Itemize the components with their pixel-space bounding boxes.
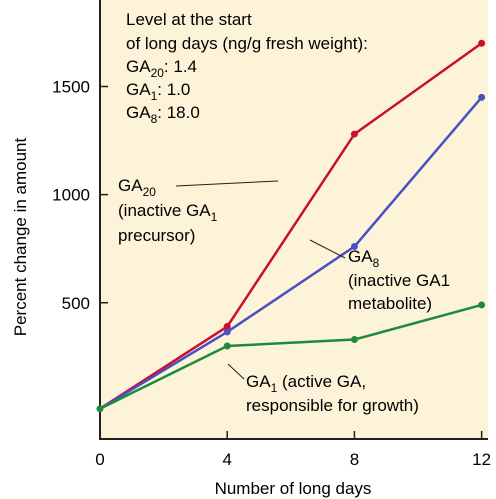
y-tick-label: 1500 [52, 78, 90, 97]
x-tick-label: 0 [95, 450, 104, 469]
note-row-ga8: GA8: 18.0 [126, 103, 200, 126]
ann-ga1-sub: 1 [271, 381, 278, 395]
annotation-ga1-line2: responsible for growth) [246, 396, 419, 415]
note-line-2: of long days (ng/g fresh weight): [126, 34, 368, 53]
annotation-ga20-line3: precursor) [118, 226, 195, 245]
note-ga8-sub: 8 [151, 112, 158, 126]
note-ga1-value: : 1.0 [157, 80, 190, 99]
annotation-ga8-line3: metabolite) [348, 294, 432, 313]
series-point-ga8 [478, 93, 486, 101]
ann-ga20-main: GA [118, 176, 143, 195]
annotation-ga8-leader [309, 239, 346, 259]
note-line-1: Level at the start [126, 10, 252, 29]
note-ga20-sub: 20 [151, 66, 165, 80]
axes: 500 1000 1500 0 4 8 12 [52, 78, 491, 469]
series-point-ga20 [478, 39, 486, 47]
note-ga20-value: : 1.4 [164, 57, 197, 76]
annotation-ga20: GA20 (inactive GA1 precursor) [118, 176, 279, 245]
y-tick-label: 500 [62, 294, 90, 313]
x-tick-label: 12 [472, 450, 491, 469]
y-tick-label: 1000 [52, 186, 90, 205]
series-point-origin [96, 405, 104, 413]
annotation-ga8-line1: GA8 [348, 247, 380, 270]
series-point-ga1 [223, 342, 231, 350]
annotation-ga1-leader [227, 363, 245, 380]
ann-ga20-line2: (inactive GA [118, 201, 211, 220]
annotation-ga20-leader [175, 180, 279, 187]
annotation-ga1-line1: GA1 (active GA, [246, 372, 366, 395]
series-point-ga1 [478, 301, 486, 309]
series-point-ga1 [350, 336, 358, 344]
note-row-ga1: GA1: 1.0 [126, 80, 190, 103]
x-tick-label: 8 [350, 450, 359, 469]
x-axis-title: Number of long days [215, 479, 372, 498]
series-line-ga20 [99, 42, 483, 410]
series-line-ga1 [99, 303, 482, 410]
series-layer [96, 39, 486, 413]
series-point-ga20 [350, 130, 358, 138]
note-row-ga20: GA20: 1.4 [126, 57, 197, 80]
note-ga8-value: : 18.0 [157, 103, 200, 122]
annotation-ga20-line2: (inactive GA1 [118, 201, 218, 224]
note-ga20-main: GA [126, 57, 151, 76]
note-ga1-sub: 1 [151, 89, 158, 103]
ann-ga20-sub: 20 [143, 185, 157, 199]
series-point-ga8 [350, 243, 358, 251]
series-line-ga8 [99, 96, 483, 410]
annotation-ga8-line2: (inactive GA1 [348, 271, 450, 290]
note-ga1-main: GA [126, 80, 151, 99]
ann-ga8-main: GA [348, 247, 373, 266]
ann-ga20-line2-sub: 1 [211, 210, 218, 224]
y-axis-title: Percent change in amount [11, 137, 30, 336]
note-ga8-main: GA [126, 103, 151, 122]
annotation-ga1: GA1 (active GA, responsible for growth) [227, 363, 419, 415]
series-point-ga20 [223, 323, 231, 331]
ann-ga1-rest: (active GA, [277, 372, 366, 391]
ann-ga1-main: GA [246, 372, 271, 391]
x-tick-label: 4 [222, 450, 231, 469]
start-level-note: Level at the start of long days (ng/g fr… [126, 10, 368, 126]
series-point-ga8 [223, 328, 231, 336]
ann-ga8-sub: 8 [373, 256, 380, 270]
annotation-ga20-line1: GA20 [118, 176, 156, 199]
annotation-ga8: GA8 (inactive GA1 metabolite) [309, 239, 450, 313]
